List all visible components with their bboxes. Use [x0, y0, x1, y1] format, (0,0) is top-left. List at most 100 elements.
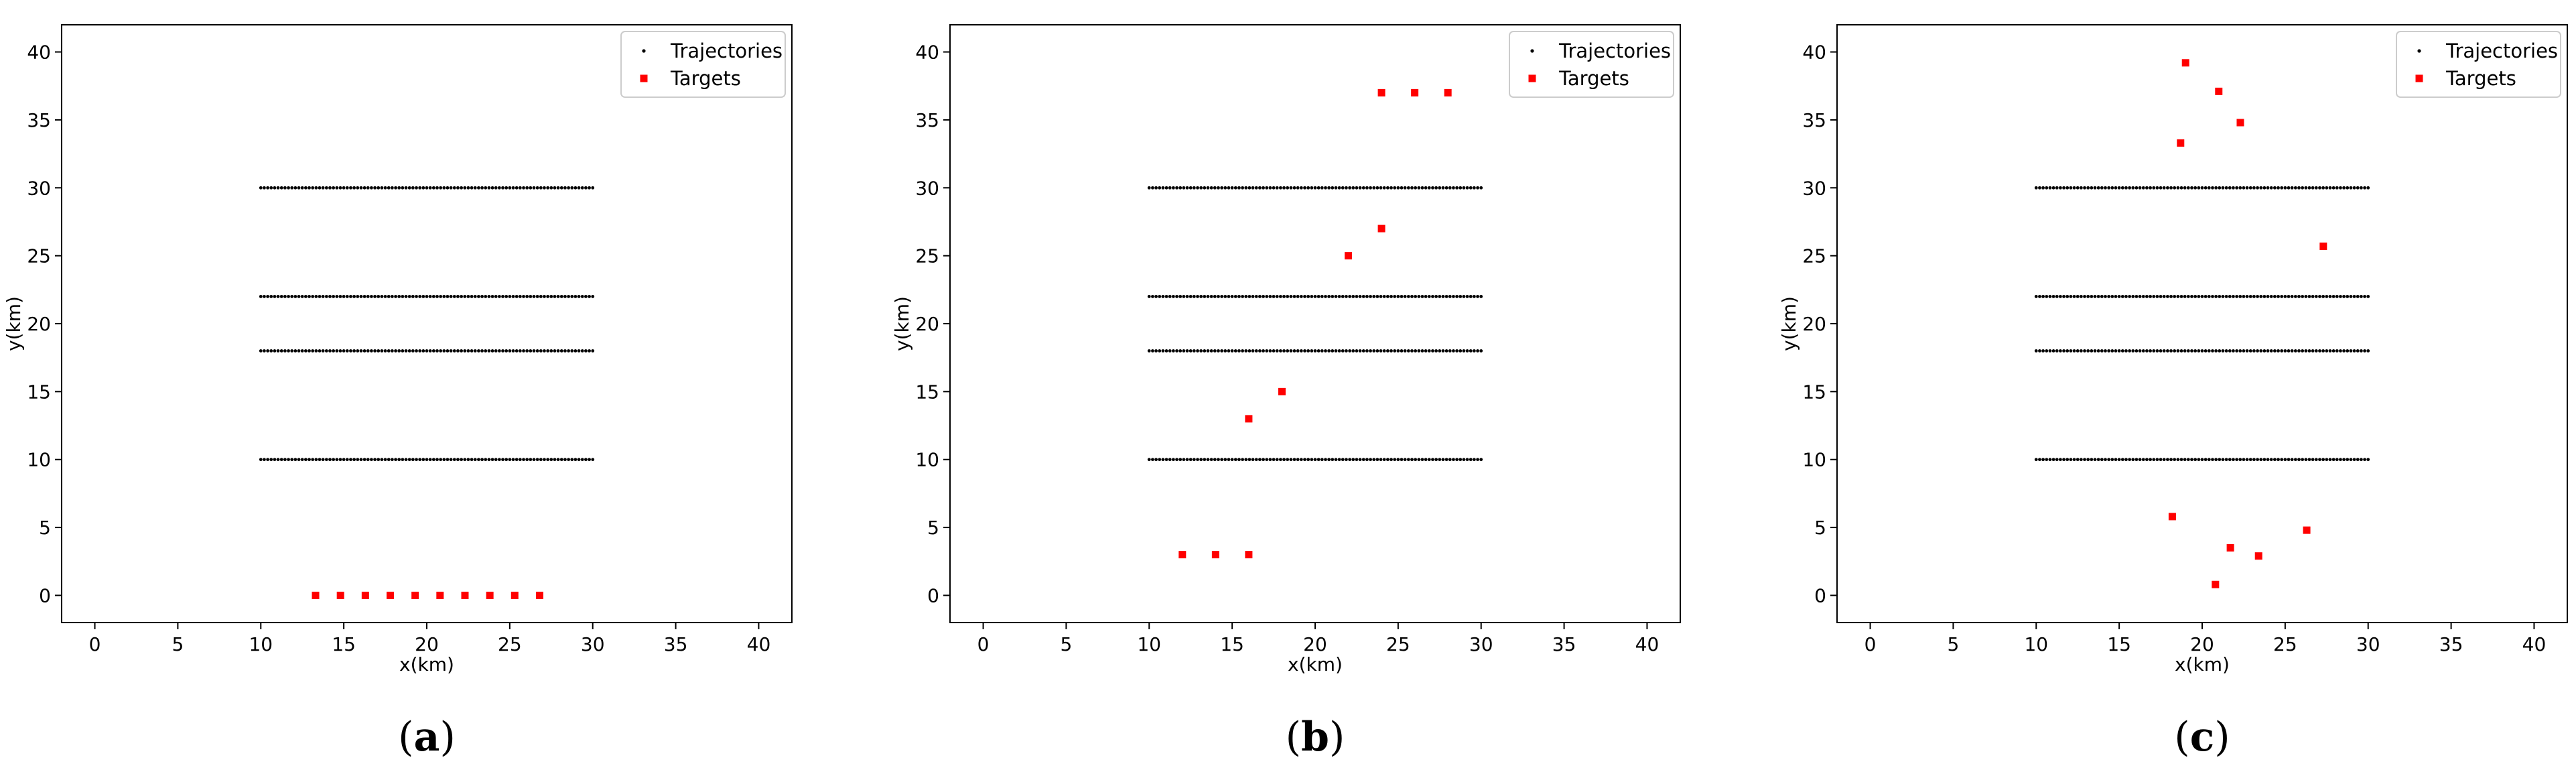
trajectory-point — [2200, 349, 2204, 352]
trajectory-point — [2207, 295, 2211, 298]
trajectory-point — [2131, 349, 2135, 352]
trajectory-point — [1147, 186, 1151, 190]
trajectory-point — [2218, 295, 2222, 298]
trajectory-point — [2266, 295, 2270, 298]
trajectory-point — [1469, 349, 1473, 352]
trajectory-point — [518, 186, 522, 190]
x-tick-label: 15 — [2107, 633, 2131, 655]
trajectory-point — [1431, 295, 1434, 298]
trajectory-point — [2224, 295, 2228, 298]
trajectory-point — [300, 295, 304, 298]
trajectory-point — [1213, 295, 1217, 298]
trajectory-point — [356, 349, 360, 352]
trajectory-point — [2304, 186, 2308, 190]
trajectory-point — [463, 186, 467, 190]
y-tick-label: 25 — [1802, 245, 1826, 267]
trajectory-point — [1233, 458, 1237, 462]
trajectory-point — [1175, 186, 1178, 190]
trajectory-point — [535, 349, 539, 352]
trajectory-point — [2117, 295, 2121, 298]
trajectory-point — [2273, 349, 2277, 352]
trajectory-point — [2041, 295, 2045, 298]
trajectory-point — [1351, 349, 1355, 352]
trajectory-point — [442, 349, 446, 352]
trajectory-point — [342, 349, 346, 352]
trajectory-point — [2055, 349, 2059, 352]
trajectory-point — [321, 458, 325, 462]
x-tick-label: 35 — [2439, 633, 2463, 655]
trajectory-point — [1289, 295, 1293, 298]
y-tick-label: 0 — [39, 584, 51, 606]
trajectory-point — [1178, 458, 1182, 462]
trajectory-point — [2104, 349, 2107, 352]
trajectory-point — [1286, 186, 1290, 190]
trajectory-point — [259, 349, 263, 352]
target-point — [1211, 551, 1219, 559]
trajectory-point — [1244, 458, 1248, 462]
trajectory-point — [1258, 186, 1262, 190]
trajectory-point — [1199, 458, 1203, 462]
trajectory-point — [570, 186, 574, 190]
trajectory-point — [2110, 349, 2114, 352]
trajectory-point — [1417, 295, 1421, 298]
trajectory-point — [383, 295, 387, 298]
trajectory-point — [1396, 295, 1400, 298]
trajectory-point — [1199, 349, 1203, 352]
trajectory-point — [1265, 458, 1269, 462]
trajectory-point — [577, 186, 581, 190]
trajectory-point — [567, 295, 571, 298]
trajectory-point — [490, 186, 494, 190]
trajectory-point — [2328, 349, 2332, 352]
trajectory-point — [2346, 458, 2350, 462]
trajectory-point — [2331, 186, 2335, 190]
trajectory-point — [1438, 349, 1442, 352]
trajectory-point — [431, 295, 435, 298]
trajectory-point — [525, 295, 529, 298]
trajectory-point — [2107, 458, 2111, 462]
trajectory-point — [2321, 349, 2325, 352]
y-tick-label: 30 — [1802, 177, 1826, 199]
trajectory-point — [2204, 186, 2208, 190]
target-series — [2168, 59, 2327, 588]
trajectory-point — [1316, 458, 1320, 462]
trajectory-point — [397, 186, 401, 190]
x-tick-label: 30 — [2356, 633, 2380, 655]
trajectory-point — [1164, 295, 1168, 298]
trajectory-point — [411, 295, 415, 298]
trajectory-point — [580, 295, 584, 298]
trajectory-point — [359, 295, 363, 298]
trajectory-point — [1476, 349, 1479, 352]
trajectory-point — [1227, 349, 1231, 352]
trajectory-point — [2245, 295, 2249, 298]
trajectory-point — [418, 186, 422, 190]
trajectory-point — [1473, 295, 1476, 298]
trajectory-point — [2335, 349, 2339, 352]
trajectory-point — [446, 349, 450, 352]
trajectory-point — [2114, 458, 2118, 462]
trajectory-point — [2360, 458, 2363, 462]
trajectory-point — [2159, 458, 2163, 462]
trajectory-point — [1182, 295, 1186, 298]
trajectory-point — [2224, 458, 2228, 462]
target-point — [411, 591, 419, 599]
x-tick-label: 25 — [498, 633, 522, 655]
trajectory-point — [2304, 295, 2308, 298]
trajectory-point — [1175, 458, 1178, 462]
trajectory-point — [2038, 295, 2041, 298]
trajectory-point — [1313, 295, 1317, 298]
trajectory-point — [2290, 295, 2294, 298]
trajectory-point — [2269, 349, 2273, 352]
trajectory-point — [2190, 295, 2193, 298]
trajectory-point — [290, 349, 294, 352]
trajectory-point — [2352, 458, 2356, 462]
trajectory-point — [1303, 186, 1306, 190]
trajectory-point — [543, 295, 546, 298]
trajectory-point — [466, 349, 470, 352]
trajectory-point — [439, 186, 443, 190]
legend-targets-label: Targets — [1558, 67, 1629, 90]
trajectory-point — [1282, 186, 1286, 190]
trajectory-point — [487, 295, 491, 298]
trajectory-point — [2134, 295, 2139, 298]
trajectory-point — [404, 349, 408, 352]
trajectory-point — [1316, 295, 1320, 298]
